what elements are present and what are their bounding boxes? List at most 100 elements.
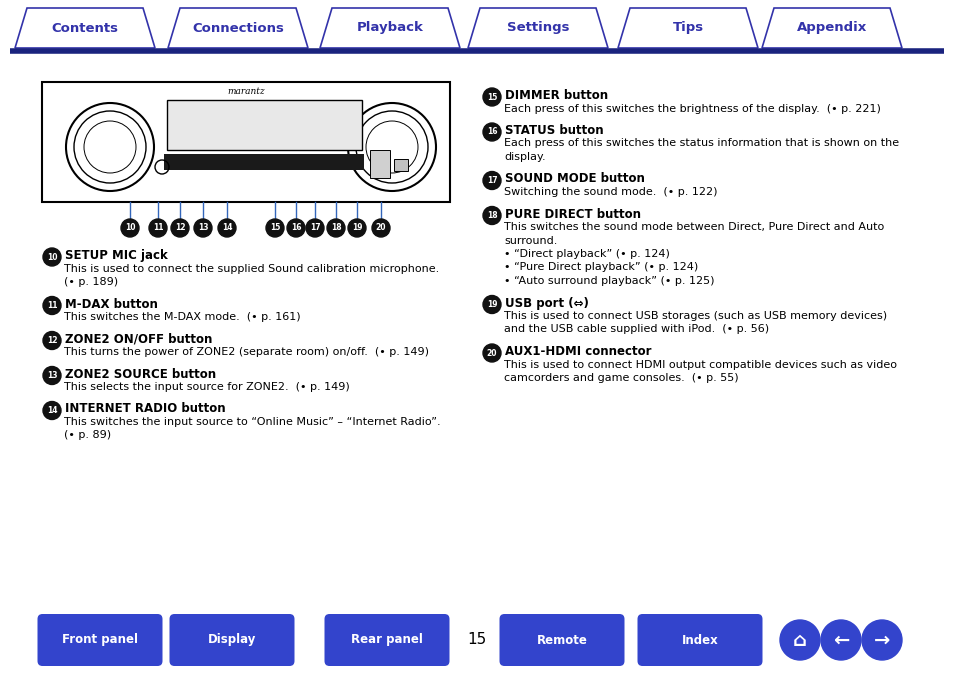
Text: SOUND MODE button: SOUND MODE button: [504, 172, 644, 186]
Text: 14: 14: [221, 223, 232, 232]
Text: This is used to connect USB storages (such as USB memory devices): This is used to connect USB storages (su…: [503, 311, 886, 321]
Text: 16: 16: [486, 127, 497, 137]
Circle shape: [121, 219, 139, 237]
Text: Remote: Remote: [536, 633, 587, 647]
Text: display.: display.: [503, 152, 545, 162]
Text: 13: 13: [197, 223, 208, 232]
Circle shape: [482, 344, 500, 362]
Circle shape: [266, 219, 284, 237]
Text: 10: 10: [125, 223, 135, 232]
Text: USB port (⇔): USB port (⇔): [504, 297, 588, 310]
Text: AUX1-HDMI connector: AUX1-HDMI connector: [504, 345, 651, 358]
Text: ZONE2 ON/OFF button: ZONE2 ON/OFF button: [65, 332, 213, 345]
Text: 20: 20: [486, 349, 497, 357]
Text: 18: 18: [486, 211, 497, 220]
Text: This selects the input source for ZONE2.  (• p. 149): This selects the input source for ZONE2.…: [64, 382, 350, 392]
Text: (• p. 89): (• p. 89): [64, 431, 111, 441]
Text: and the USB cable supplied with iPod.  (• p. 56): and the USB cable supplied with iPod. (•…: [503, 324, 768, 334]
Text: PURE DIRECT button: PURE DIRECT button: [504, 207, 640, 221]
Text: 19: 19: [352, 223, 362, 232]
Text: DIMMER button: DIMMER button: [504, 89, 607, 102]
Text: 17: 17: [486, 176, 497, 185]
FancyBboxPatch shape: [637, 614, 761, 666]
Text: 19: 19: [486, 300, 497, 309]
Circle shape: [372, 219, 390, 237]
Text: Display: Display: [208, 633, 256, 647]
Text: marantz: marantz: [227, 87, 265, 96]
Circle shape: [862, 620, 901, 660]
Text: ⌂: ⌂: [792, 631, 806, 649]
Text: (• p. 189): (• p. 189): [64, 277, 118, 287]
Text: 13: 13: [47, 371, 57, 380]
Text: 14: 14: [47, 406, 57, 415]
Circle shape: [287, 219, 305, 237]
Circle shape: [780, 620, 820, 660]
Circle shape: [43, 332, 61, 349]
Circle shape: [149, 219, 167, 237]
Circle shape: [482, 123, 500, 141]
FancyBboxPatch shape: [370, 150, 390, 178]
Text: Playback: Playback: [356, 22, 423, 34]
Text: This switches the input source to “Online Music” – “Internet Radio”.: This switches the input source to “Onlin…: [64, 417, 440, 427]
Text: Connections: Connections: [192, 22, 284, 34]
Circle shape: [482, 88, 500, 106]
Circle shape: [43, 297, 61, 314]
Text: Switching the sound mode.  (• p. 122): Switching the sound mode. (• p. 122): [503, 187, 717, 197]
FancyBboxPatch shape: [164, 154, 364, 170]
Text: ←: ←: [832, 631, 848, 649]
Circle shape: [43, 367, 61, 384]
Text: 20: 20: [375, 223, 386, 232]
Text: • “Direct playback” (• p. 124): • “Direct playback” (• p. 124): [503, 249, 669, 259]
FancyBboxPatch shape: [37, 614, 162, 666]
FancyBboxPatch shape: [499, 614, 624, 666]
FancyBboxPatch shape: [167, 100, 361, 150]
Text: 18: 18: [331, 223, 341, 232]
Text: Front panel: Front panel: [62, 633, 138, 647]
Circle shape: [327, 219, 345, 237]
Circle shape: [482, 295, 500, 314]
Text: Settings: Settings: [506, 22, 569, 34]
Text: Contents: Contents: [51, 22, 118, 34]
Text: Index: Index: [680, 633, 718, 647]
Circle shape: [43, 402, 61, 419]
Text: camcorders and game consoles.  (• p. 55): camcorders and game consoles. (• p. 55): [503, 373, 738, 383]
Text: This turns the power of ZONE2 (separate room) on/off.  (• p. 149): This turns the power of ZONE2 (separate …: [64, 347, 429, 357]
FancyBboxPatch shape: [42, 82, 450, 202]
Text: • “Auto surround playback” (• p. 125): • “Auto surround playback” (• p. 125): [503, 276, 714, 286]
Text: 10: 10: [47, 252, 57, 262]
Circle shape: [171, 219, 189, 237]
Text: SETUP MIC jack: SETUP MIC jack: [65, 249, 168, 262]
Text: 17: 17: [310, 223, 320, 232]
Text: This switches the sound mode between Direct, Pure Direct and Auto: This switches the sound mode between Dir…: [503, 222, 883, 232]
FancyBboxPatch shape: [394, 159, 408, 171]
Circle shape: [43, 248, 61, 266]
Text: This is used to connect HDMI output compatible devices such as video: This is used to connect HDMI output comp…: [503, 359, 896, 369]
Text: This is used to connect the supplied Sound calibration microphone.: This is used to connect the supplied Sou…: [64, 264, 438, 273]
Text: STATUS button: STATUS button: [504, 124, 603, 137]
Text: 15: 15: [486, 92, 497, 102]
Circle shape: [306, 219, 324, 237]
Text: 12: 12: [174, 223, 185, 232]
Text: →: →: [873, 631, 889, 649]
Text: 12: 12: [47, 336, 57, 345]
Text: Appendix: Appendix: [796, 22, 866, 34]
Circle shape: [193, 219, 212, 237]
FancyBboxPatch shape: [170, 614, 294, 666]
Circle shape: [821, 620, 861, 660]
Text: Rear panel: Rear panel: [351, 633, 422, 647]
Text: surround.: surround.: [503, 236, 557, 246]
Circle shape: [348, 219, 366, 237]
Text: 15: 15: [467, 633, 486, 647]
Circle shape: [482, 172, 500, 190]
Text: 11: 11: [47, 301, 57, 310]
Text: M-DAX button: M-DAX button: [65, 297, 157, 310]
Text: This switches the M-DAX mode.  (• p. 161): This switches the M-DAX mode. (• p. 161): [64, 312, 300, 322]
Text: 16: 16: [291, 223, 301, 232]
Text: 11: 11: [152, 223, 163, 232]
Circle shape: [482, 207, 500, 225]
Text: • “Pure Direct playback” (• p. 124): • “Pure Direct playback” (• p. 124): [503, 262, 698, 273]
Text: ZONE2 SOURCE button: ZONE2 SOURCE button: [65, 367, 216, 380]
Text: Each press of this switches the brightness of the display.  (• p. 221): Each press of this switches the brightne…: [503, 104, 880, 114]
Text: Each press of this switches the status information that is shown on the: Each press of this switches the status i…: [503, 139, 898, 149]
Text: 15: 15: [270, 223, 280, 232]
